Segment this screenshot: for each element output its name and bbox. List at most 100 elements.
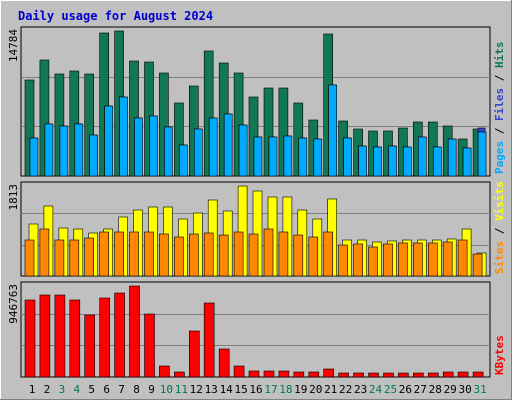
day-label: 12: [190, 383, 203, 396]
pages-bar: [268, 136, 278, 177]
kbytes-bar: [308, 371, 320, 378]
sites-bar: [218, 234, 229, 277]
pages-bar: [432, 146, 442, 177]
day-label: 6: [103, 383, 110, 396]
sites-bar: [427, 242, 438, 277]
day-label: 4: [73, 383, 80, 396]
sites-bar: [189, 233, 199, 277]
legend-item: Pages: [493, 141, 506, 174]
kbytes-bar: [412, 372, 424, 378]
sites-bar: [308, 236, 319, 277]
kbytes-bar: [353, 372, 364, 378]
chart-panel-2: 1813: [7, 181, 491, 277]
sites-bar: [144, 231, 154, 277]
sites-bar: [338, 244, 348, 277]
sites-bar: [24, 239, 35, 277]
pages-bar: [194, 128, 203, 177]
pages-bar: [29, 137, 39, 177]
sites-bar: [457, 239, 468, 277]
sites-bar: [278, 231, 289, 277]
y-max-label: 1813: [7, 184, 20, 211]
sites-bar: [293, 234, 304, 277]
pages-bar: [104, 105, 113, 177]
sites-bar: [412, 242, 423, 277]
chart-panel-1: 14784: [7, 26, 491, 177]
sites-bar: [159, 233, 169, 277]
kbytes-bar: [248, 370, 260, 378]
hits-bar: [233, 72, 244, 177]
sites-bar: [69, 239, 80, 277]
sites-bar: [398, 242, 408, 277]
kbytes-bar: [144, 313, 155, 378]
pages-bar: [44, 123, 54, 177]
chart-panel-3: 946763: [7, 281, 491, 378]
pages-bar: [403, 146, 412, 177]
pages-bar: [208, 117, 218, 177]
day-label: 2: [44, 383, 51, 396]
sites-bar: [54, 239, 65, 277]
sites-bar: [323, 231, 334, 277]
pages-bar: [179, 144, 188, 177]
kbytes-bar: [39, 294, 51, 378]
kbytes-bar: [129, 285, 140, 378]
pages-bar: [223, 113, 233, 177]
hits-bar: [263, 87, 274, 177]
pages-bar: [134, 117, 143, 177]
kbytes-bar: [427, 372, 439, 378]
legend-panel-2: Sites / Visits: [493, 181, 506, 274]
day-label: 24: [369, 383, 383, 396]
day-label: 18: [279, 383, 292, 396]
day-label: 27: [414, 383, 427, 396]
legend-panel-1: Pages / Files / Hits: [493, 42, 506, 175]
legend-panel-3: KBytes: [493, 335, 506, 375]
pages-bar: [417, 136, 427, 177]
pages-bar: [283, 135, 293, 177]
sites-bar: [233, 231, 244, 277]
plot-area: [20, 281, 491, 378]
legend-item: Hits: [493, 42, 506, 69]
pages-bar: [59, 125, 69, 177]
hits-bar: [174, 102, 184, 177]
pages-bar: [149, 115, 158, 177]
day-label: 22: [339, 383, 352, 396]
kbytes-bar: [263, 370, 275, 378]
legend-item: Files: [493, 88, 506, 121]
kbytes-bar: [457, 371, 469, 378]
pages-bar: [477, 131, 487, 177]
hits-bar: [203, 50, 214, 177]
chart-title: Daily usage for August 2024: [18, 9, 213, 23]
day-label: 13: [205, 383, 218, 396]
hits-bar: [248, 96, 259, 177]
pages-bar: [119, 96, 128, 177]
day-label: 31: [473, 383, 486, 396]
legend-item: Visits: [493, 181, 506, 221]
sites-bar: [99, 231, 109, 277]
sites-bar: [472, 253, 483, 277]
sites-bar: [114, 231, 124, 277]
hits-bar: [84, 73, 94, 177]
hits-bar: [24, 79, 35, 177]
day-label: 17: [264, 383, 277, 396]
legend-item: KBytes: [493, 335, 506, 375]
pages-bar: [447, 138, 457, 177]
pages-bar: [164, 126, 173, 177]
day-label: 16: [249, 383, 262, 396]
sites-bar: [263, 228, 274, 277]
pages-bar: [253, 136, 263, 177]
hits-bar: [278, 87, 289, 177]
day-label: 15: [234, 383, 247, 396]
kbytes-bar: [323, 368, 335, 378]
sites-bar: [442, 241, 453, 277]
kbytes-bar: [114, 292, 125, 378]
pages-bar: [238, 124, 248, 177]
hits-bar: [54, 73, 65, 177]
sites-bar: [39, 228, 50, 277]
hits-bar: [99, 32, 109, 177]
sites-bar: [203, 232, 214, 277]
day-label: 25: [384, 383, 397, 396]
pages-bar: [388, 145, 397, 177]
day-label: 26: [399, 383, 412, 396]
kbytes-bar: [69, 299, 81, 378]
